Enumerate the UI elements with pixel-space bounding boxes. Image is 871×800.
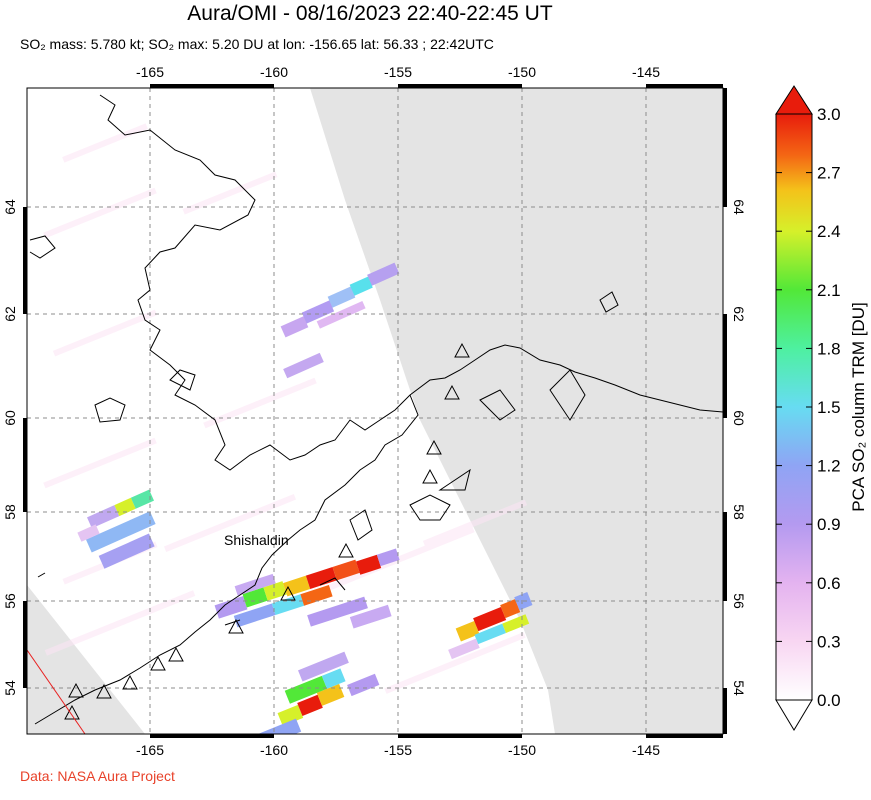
so2-plume-west [77, 489, 156, 569]
track-line [27, 649, 86, 734]
lat-labels-left: 54 56 58 60 62 64 [2, 199, 18, 696]
colorbar-tick-label: 1.2 [817, 457, 841, 476]
lat-label: 54 [2, 680, 18, 696]
colorbar-tick-label: 1.8 [817, 339, 841, 358]
volcano-label-shishaldin: Shishaldin [224, 532, 289, 548]
colorbar-label: PCA SO₂ column TRM [DU] [849, 302, 868, 511]
lon-label: -155 [384, 64, 412, 80]
colorbar-tick-label: 2.1 [817, 281, 841, 300]
graticule [27, 88, 723, 734]
colorbar: 3.0 2.7 2.4 2.1 1.8 1.5 1.2 0.9 0.6 0.3 … [775, 85, 868, 731]
lat-label: 64 [731, 199, 747, 215]
lat-label: 64 [2, 199, 18, 215]
colorbar-tick-label: 0.9 [817, 515, 841, 534]
lon-label: -160 [260, 64, 288, 80]
lat-label: 62 [731, 306, 747, 322]
lon-label: -165 [136, 742, 164, 758]
map-area: Shishaldin [27, 88, 723, 734]
map-title: Aura/OMI - 08/16/2023 22:40-22:45 UT [187, 2, 553, 25]
volcano-markers [64, 342, 470, 720]
lat-labels-right: 54 56 58 60 62 64 [731, 199, 747, 696]
data-credit: Data: NASA Aura Project [20, 768, 175, 784]
no-data-region-sw [27, 585, 145, 734]
colorbar-ticks [776, 113, 812, 642]
colorbar-bottom-arrow [775, 699, 813, 731]
lon-label: -160 [260, 742, 288, 758]
lat-label: 60 [2, 410, 18, 426]
lon-label: -150 [508, 742, 536, 758]
lat-label: 62 [2, 306, 18, 322]
so2-plume-south [258, 651, 380, 734]
lat-label: 54 [731, 680, 747, 696]
colorbar-tick-label: 0.0 [817, 691, 841, 710]
lat-label: 58 [2, 504, 18, 520]
lat-label: 58 [731, 504, 747, 520]
lon-label: -155 [384, 742, 412, 758]
map-subtitle: SO₂ mass: 5.780 kt; SO₂ max: 5.20 DU at … [20, 36, 494, 52]
so2-plume-north [280, 262, 400, 379]
colorbar-tick-label: 0.6 [817, 574, 841, 593]
lon-labels-bottom: -165 -160 -155 -150 -145 [136, 742, 660, 758]
coastline [29, 94, 723, 725]
so2-plume-shishaldin [214, 548, 400, 629]
lat-label: 56 [731, 593, 747, 609]
no-data-region [310, 88, 723, 734]
lon-label: -145 [632, 64, 660, 80]
colorbar-top-arrow [775, 85, 813, 115]
lat-label: 60 [731, 410, 747, 426]
lon-label: -145 [632, 742, 660, 758]
lon-label: -150 [508, 64, 536, 80]
colorbar-tick-label: 2.4 [817, 222, 841, 241]
lon-label: -165 [136, 64, 164, 80]
colorbar-tick-label: 1.5 [817, 398, 841, 417]
colorbar-tick-label: 2.7 [817, 164, 841, 183]
lat-label: 56 [2, 593, 18, 609]
colorbar-tick-label: 3.0 [817, 105, 841, 124]
lon-labels-top: -165 -160 -155 -150 -145 [136, 64, 660, 80]
colorbar-tick-label: 0.3 [817, 632, 841, 651]
frame-ticks [23, 84, 727, 738]
